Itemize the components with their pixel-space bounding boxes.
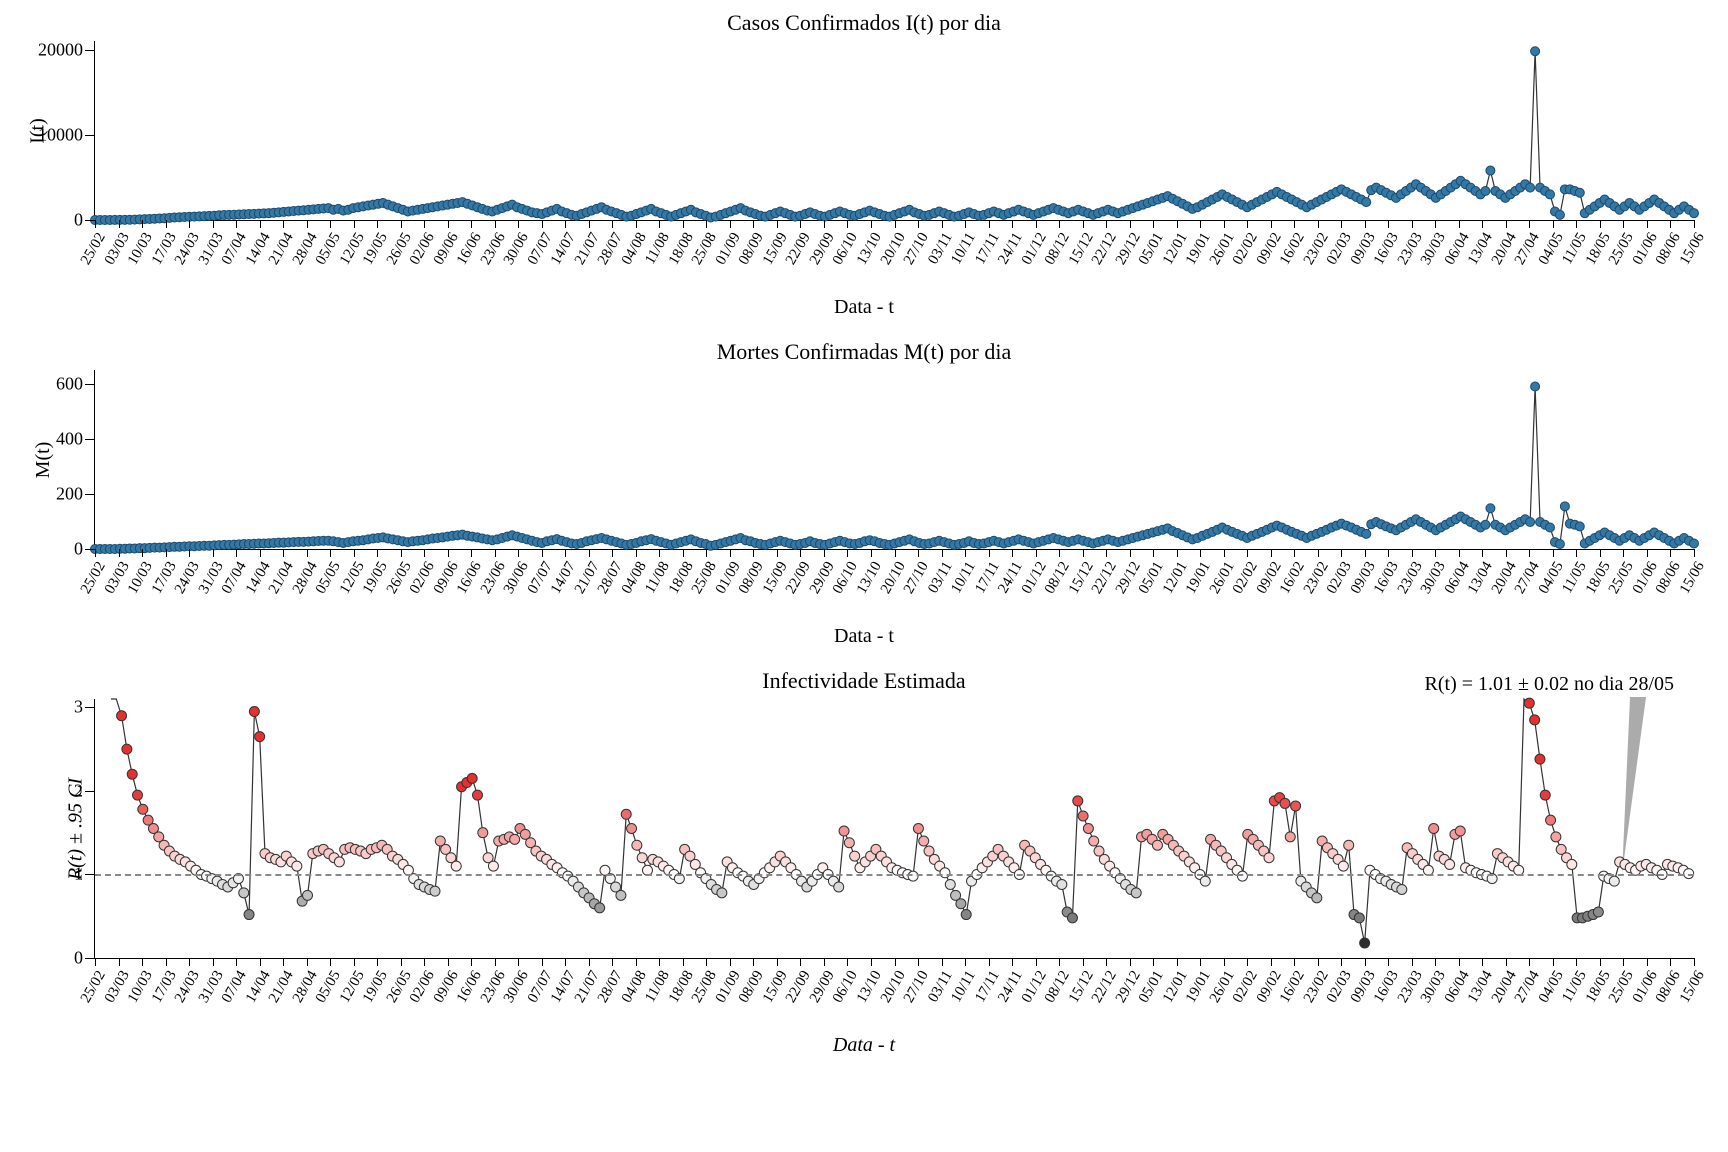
- panel-deaths: Mortes Confirmadas M(t) por dia M(t) 020…: [14, 339, 1714, 648]
- panel2-xlabel: Data - t: [14, 625, 1714, 648]
- chart-container: Casos Confirmados I(t) por dia I(t) 0100…: [14, 10, 1714, 1057]
- panel1-title: Casos Confirmados I(t) por dia: [14, 10, 1714, 36]
- rt-annotation: R(t) = 1.01 ± 0.02 no dia 28/05: [1425, 673, 1674, 696]
- panel2-ylabel: M(t): [32, 441, 55, 478]
- panel3-xlabel: Data - t: [14, 1034, 1714, 1057]
- panel3-plot: R(t) ± .95 CI R(t) = 1.01 ± 0.02 no dia …: [94, 699, 1694, 959]
- panel1-plot: I(t) 0100002000025/0203/0310/0317/0324/0…: [94, 41, 1694, 221]
- panel-rt: Infectividade Estimada R(t) ± .95 CI R(t…: [14, 668, 1714, 1057]
- panel-cases: Casos Confirmados I(t) por dia I(t) 0100…: [14, 10, 1714, 319]
- panel1-xlabel: Data - t: [14, 296, 1714, 319]
- panel2-title: Mortes Confirmadas M(t) por dia: [14, 339, 1714, 365]
- panel2-plot: M(t) 020040060025/0203/0310/0317/0324/03…: [94, 370, 1694, 550]
